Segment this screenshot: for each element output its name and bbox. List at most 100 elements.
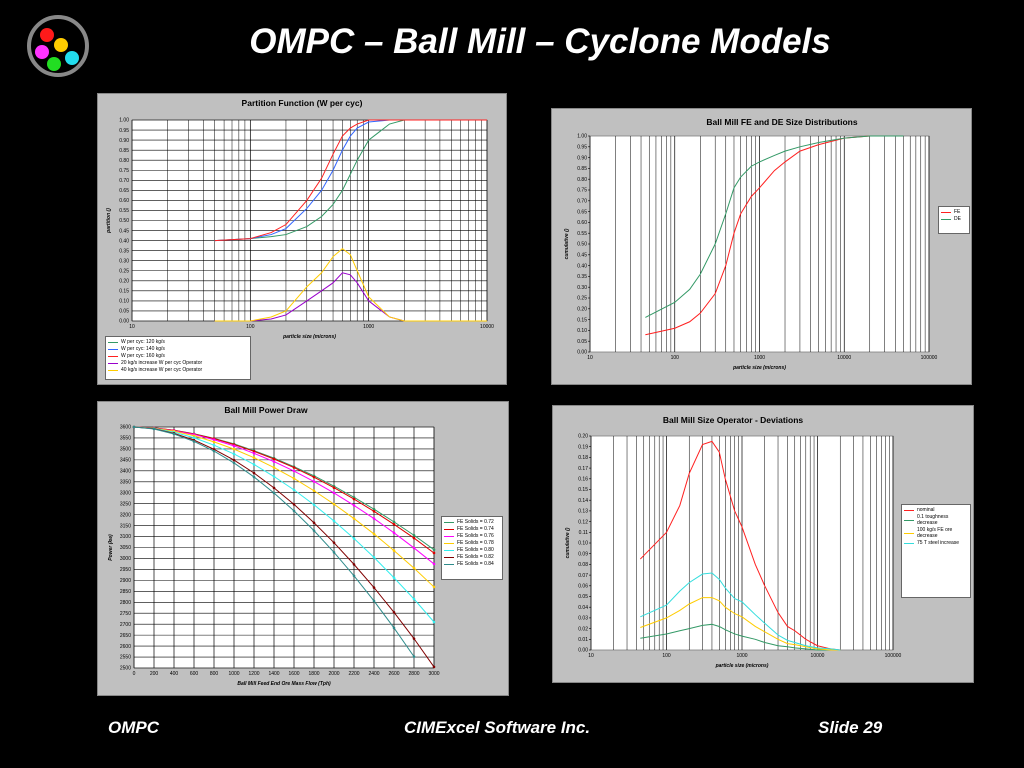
y-tick-label: 3250	[120, 501, 131, 507]
data-point	[252, 450, 256, 453]
series-line	[639, 440, 841, 651]
chart-title: Ball Mill FE and DE Size Distributions	[706, 117, 857, 127]
y-tick-label: 1.00	[577, 134, 587, 140]
legend-label: W per cyc: 160 kg/s	[121, 353, 165, 359]
y-tick-label: 0.40	[119, 238, 129, 244]
y-tick-label: 0.75	[577, 188, 587, 194]
data-point	[372, 510, 376, 513]
y-tick-label: 3550	[120, 436, 131, 442]
y-tick-label: 0.06	[578, 584, 588, 590]
y-tick-label: 0.55	[577, 231, 587, 237]
legend-entry: FE Solids = 0.74	[444, 526, 500, 532]
legend-entry: FE Solids = 0.80	[444, 547, 500, 553]
series-line	[133, 426, 435, 668]
y-tick-label: 0.18	[578, 455, 588, 461]
y-tick-label: 0.20	[119, 279, 129, 285]
legend-entry: W per cyc: 120 kg/s	[108, 339, 248, 345]
legend-entry: FE Solids = 0.82	[444, 554, 500, 560]
data-point	[372, 556, 376, 559]
data-point	[192, 436, 196, 440]
legend-label: FE	[954, 209, 961, 215]
x-axis-title: particle size (microns)	[282, 334, 336, 340]
legend-entry: FE Solids = 0.84	[444, 561, 500, 567]
data-point	[212, 449, 216, 453]
legend-swatch	[108, 348, 118, 350]
data-point	[292, 488, 296, 492]
series-line	[133, 426, 435, 623]
series-line	[214, 119, 487, 242]
y-tick-label: 2800	[120, 600, 131, 606]
y-tick-label: 0.02	[578, 626, 588, 632]
legend-entry: 100 kg/s FE ore decrease	[904, 527, 968, 539]
y-tick-label: 0.04	[578, 605, 588, 611]
y-tick-label: 0.70	[119, 178, 129, 184]
series-line	[640, 572, 841, 651]
data-point	[352, 504, 356, 507]
x-tick-label: 100	[246, 324, 255, 330]
y-tick-label: 0.50	[119, 218, 129, 224]
data-point	[332, 519, 336, 523]
y-tick-label: 1.00	[119, 118, 129, 124]
legend-swatch	[941, 218, 951, 220]
legend-swatch	[108, 362, 118, 364]
y-tick-label: 3400	[120, 469, 131, 475]
legend-label: nominal	[917, 507, 935, 513]
data-point	[132, 425, 136, 429]
y-tick-label: 0.60	[577, 220, 587, 226]
chart-panel: Ball Mill Power Draw 0 200 400 600 800 1000 120…	[97, 401, 509, 696]
data-point	[212, 438, 216, 442]
data-point	[412, 637, 416, 640]
y-tick-label: 0.40	[577, 263, 587, 269]
chart: Ball Mill Size Operator - Deviations 10 10…	[565, 415, 902, 669]
y-tick-label: 0.05	[119, 309, 129, 315]
legend: W per cyc: 120 kg/s W per cyc: 140 kg/s W …	[105, 336, 251, 380]
legend-label: 0.1 toughness decrease	[917, 514, 949, 526]
series-line	[133, 426, 435, 565]
x-tick-label: 1000	[736, 653, 747, 659]
y-tick-label: 0.11	[579, 530, 589, 536]
data-point	[352, 563, 356, 566]
x-axis-title: Ball Mill Feed End Ore Mass Flow (Tph)	[237, 681, 331, 687]
chart-title: Partition Function (W per cyc)	[242, 98, 363, 108]
data-point	[292, 509, 296, 513]
y-tick-label: 0.65	[577, 209, 587, 215]
y-tick-label: 0.15	[578, 487, 588, 493]
data-point	[192, 434, 196, 438]
y-tick-label: 3600	[120, 425, 131, 431]
y-tick-label: 0.30	[119, 258, 129, 264]
x-tick-label: 2800	[408, 671, 419, 677]
data-point	[392, 531, 396, 535]
data-point	[432, 620, 436, 624]
x-tick-label: 2400	[368, 671, 379, 677]
y-tick-label: 2750	[120, 611, 131, 617]
data-point	[352, 497, 356, 501]
data-point	[352, 537, 356, 540]
y-tick-label: 0.19	[578, 444, 588, 450]
data-point	[412, 536, 416, 540]
y-axis-title: cumulative ()	[564, 228, 570, 259]
y-tick-label: 3100	[120, 534, 131, 540]
legend-entry: FE Solids = 0.78	[444, 540, 500, 546]
data-point	[232, 452, 236, 456]
legend-label: 40 kg/s increase W per cyc Operator	[121, 367, 203, 373]
data-point	[312, 480, 316, 483]
y-axis-title: cumulative ()	[565, 527, 571, 558]
legend-swatch	[904, 532, 914, 534]
legend-swatch	[108, 355, 118, 357]
y-tick-label: 0.07	[578, 573, 588, 579]
data-point	[372, 586, 376, 589]
y-tick-label: 0.25	[577, 296, 587, 302]
x-tick-label: 2200	[348, 671, 359, 677]
legend-swatch	[108, 369, 118, 371]
x-tick-label: 0	[133, 671, 136, 677]
data-point	[352, 574, 356, 578]
footer-right: Slide 29	[818, 718, 883, 737]
y-tick-label: 0.20	[577, 307, 587, 313]
y-tick-label: 0.85	[119, 148, 129, 154]
x-tick-label: 10000	[837, 355, 851, 361]
x-tick-label: 10	[129, 324, 135, 330]
y-tick-label: 0.17	[578, 466, 588, 472]
y-tick-label: 0.12	[578, 519, 588, 525]
legend-swatch	[904, 542, 914, 544]
legend-label: FE Solids = 0.82	[457, 554, 494, 560]
